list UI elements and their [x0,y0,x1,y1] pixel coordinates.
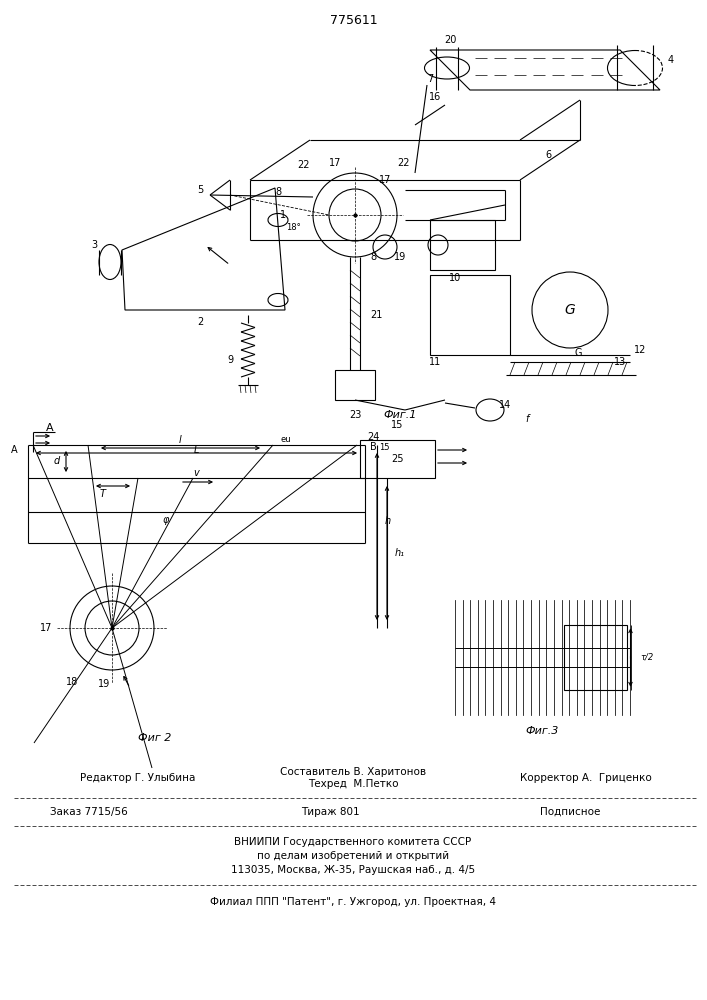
Text: 25: 25 [391,454,403,464]
Text: 113035, Москва, Ж-35, Раушская наб., д. 4/5: 113035, Москва, Ж-35, Раушская наб., д. … [231,865,475,875]
Bar [360,440,435,478]
Text: Составитель В. Харитонов: Составитель В. Харитонов [280,767,426,777]
Bar [563,625,626,690]
Text: G: G [565,303,575,317]
Text: 18°: 18° [286,223,300,232]
Text: Фиг 2: Фиг 2 [139,733,172,743]
Text: eu: eu [281,434,291,444]
Text: 19: 19 [98,679,110,689]
Text: 8: 8 [275,187,281,197]
Text: φ: φ [163,515,169,525]
Text: 7: 7 [427,74,433,84]
Text: f: f [525,414,529,424]
Text: A: A [11,445,18,455]
Text: 15: 15 [391,420,403,430]
Text: 14: 14 [499,400,511,410]
Text: 17: 17 [40,623,52,633]
Text: 15: 15 [379,442,390,452]
Text: T: T [100,489,106,499]
Text: 1: 1 [280,210,286,220]
Text: 16: 16 [429,92,441,102]
Text: 24: 24 [367,432,379,442]
Bar [430,275,510,355]
Text: 22: 22 [297,160,309,170]
Text: Корректор А.  Гриценко: Корректор А. Гриценко [520,773,652,783]
Text: 9: 9 [228,355,234,365]
Text: 5: 5 [197,185,203,195]
Text: l: l [179,435,182,445]
Text: v: v [193,468,199,478]
Text: 12: 12 [634,345,646,355]
Bar [430,220,495,270]
Text: 6: 6 [545,150,551,160]
Text: 19: 19 [394,252,406,262]
Text: 18: 18 [66,677,78,687]
Text: τ/2: τ/2 [641,653,654,662]
Text: 10: 10 [449,273,461,283]
Text: ВНИИПИ Государственного комитета СССР: ВНИИПИ Государственного комитета СССР [235,837,472,847]
Text: 11: 11 [429,357,441,367]
Text: 21: 21 [370,310,382,320]
Text: h: h [385,516,391,526]
Text: 17: 17 [379,175,391,185]
Text: 775611: 775611 [330,13,378,26]
Text: Фиг.3: Фиг.3 [525,726,559,736]
Text: по делам изобретений и открытий: по делам изобретений и открытий [257,851,449,861]
Text: 13: 13 [614,357,626,367]
Text: 2: 2 [197,317,203,327]
Text: Филиал ППП "Патент", г. Ужгород, ул. Проектная, 4: Филиал ППП "Патент", г. Ужгород, ул. Про… [210,897,496,907]
Text: 8: 8 [370,252,376,262]
Text: Заказ 7715/56: Заказ 7715/56 [50,807,128,817]
Text: G: G [574,348,582,358]
Text: 17: 17 [329,158,341,168]
Text: L: L [193,445,199,455]
Text: A: A [46,423,54,433]
Text: Подписное: Подписное [540,807,600,817]
Text: Редактор Г. Улыбина: Редактор Г. Улыбина [80,773,195,783]
Text: Тираж 801: Тираж 801 [300,807,359,817]
Text: 23: 23 [349,410,361,420]
Bar [335,370,375,400]
Text: 3: 3 [91,240,97,250]
Text: B: B [370,442,377,452]
Text: d: d [54,456,60,466]
Text: Фиг.1: Фиг.1 [383,410,416,420]
Text: 4: 4 [668,55,674,65]
Text: 22: 22 [397,158,409,168]
Text: h₁: h₁ [395,548,405,558]
Text: 20: 20 [444,35,456,45]
Text: Техред  М.Петко: Техред М.Петко [308,779,398,789]
